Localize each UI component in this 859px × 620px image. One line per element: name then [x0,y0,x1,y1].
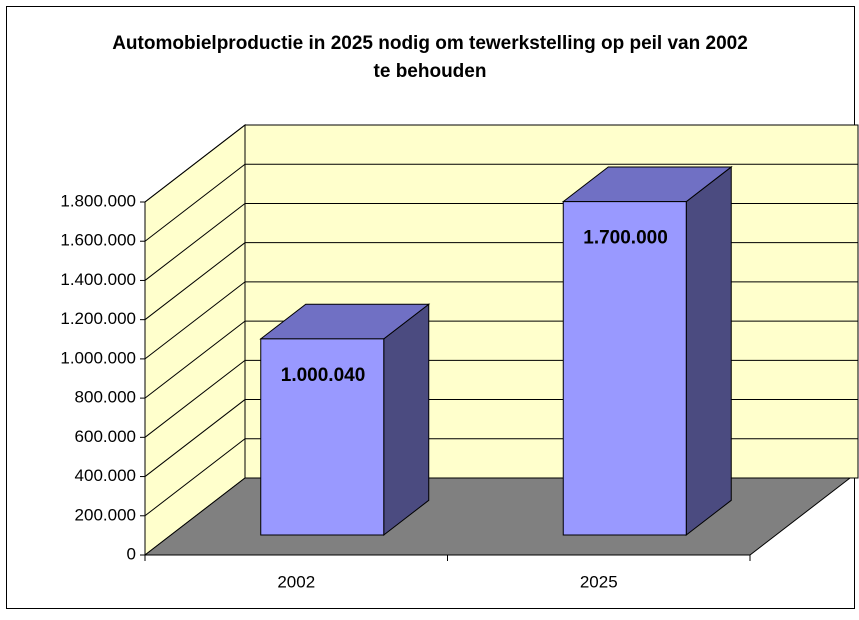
value-label: 1.000.040 [281,365,366,386]
bar-side [383,303,430,536]
y-tick-label: 0 [127,544,136,563]
floor [143,477,852,556]
y-tick-label: 1.200.000 [60,309,136,328]
bar [562,201,687,536]
x-tick-label: 2002 [277,572,315,591]
grid-line [144,124,858,203]
y-tick-label: 200.000 [75,505,136,524]
grid-line [144,163,858,242]
y-tick-label: 800.000 [75,388,136,407]
y-tick-label: 1.400.000 [60,270,136,289]
y-tick-label: 600.000 [75,427,136,446]
y-tick-label: 1.800.000 [60,191,136,210]
chart-title: Automobielproductie in 2025 nodig om tew… [112,33,748,82]
y-tick-label: 1.600.000 [60,231,136,250]
value-label: 1.700.000 [583,228,668,249]
x-tick-label: 2025 [580,572,618,591]
bar-side [685,165,732,536]
y-tick-label: 400.000 [75,466,136,485]
y-tick-label: 1.000.000 [60,348,136,367]
bar [260,338,385,536]
